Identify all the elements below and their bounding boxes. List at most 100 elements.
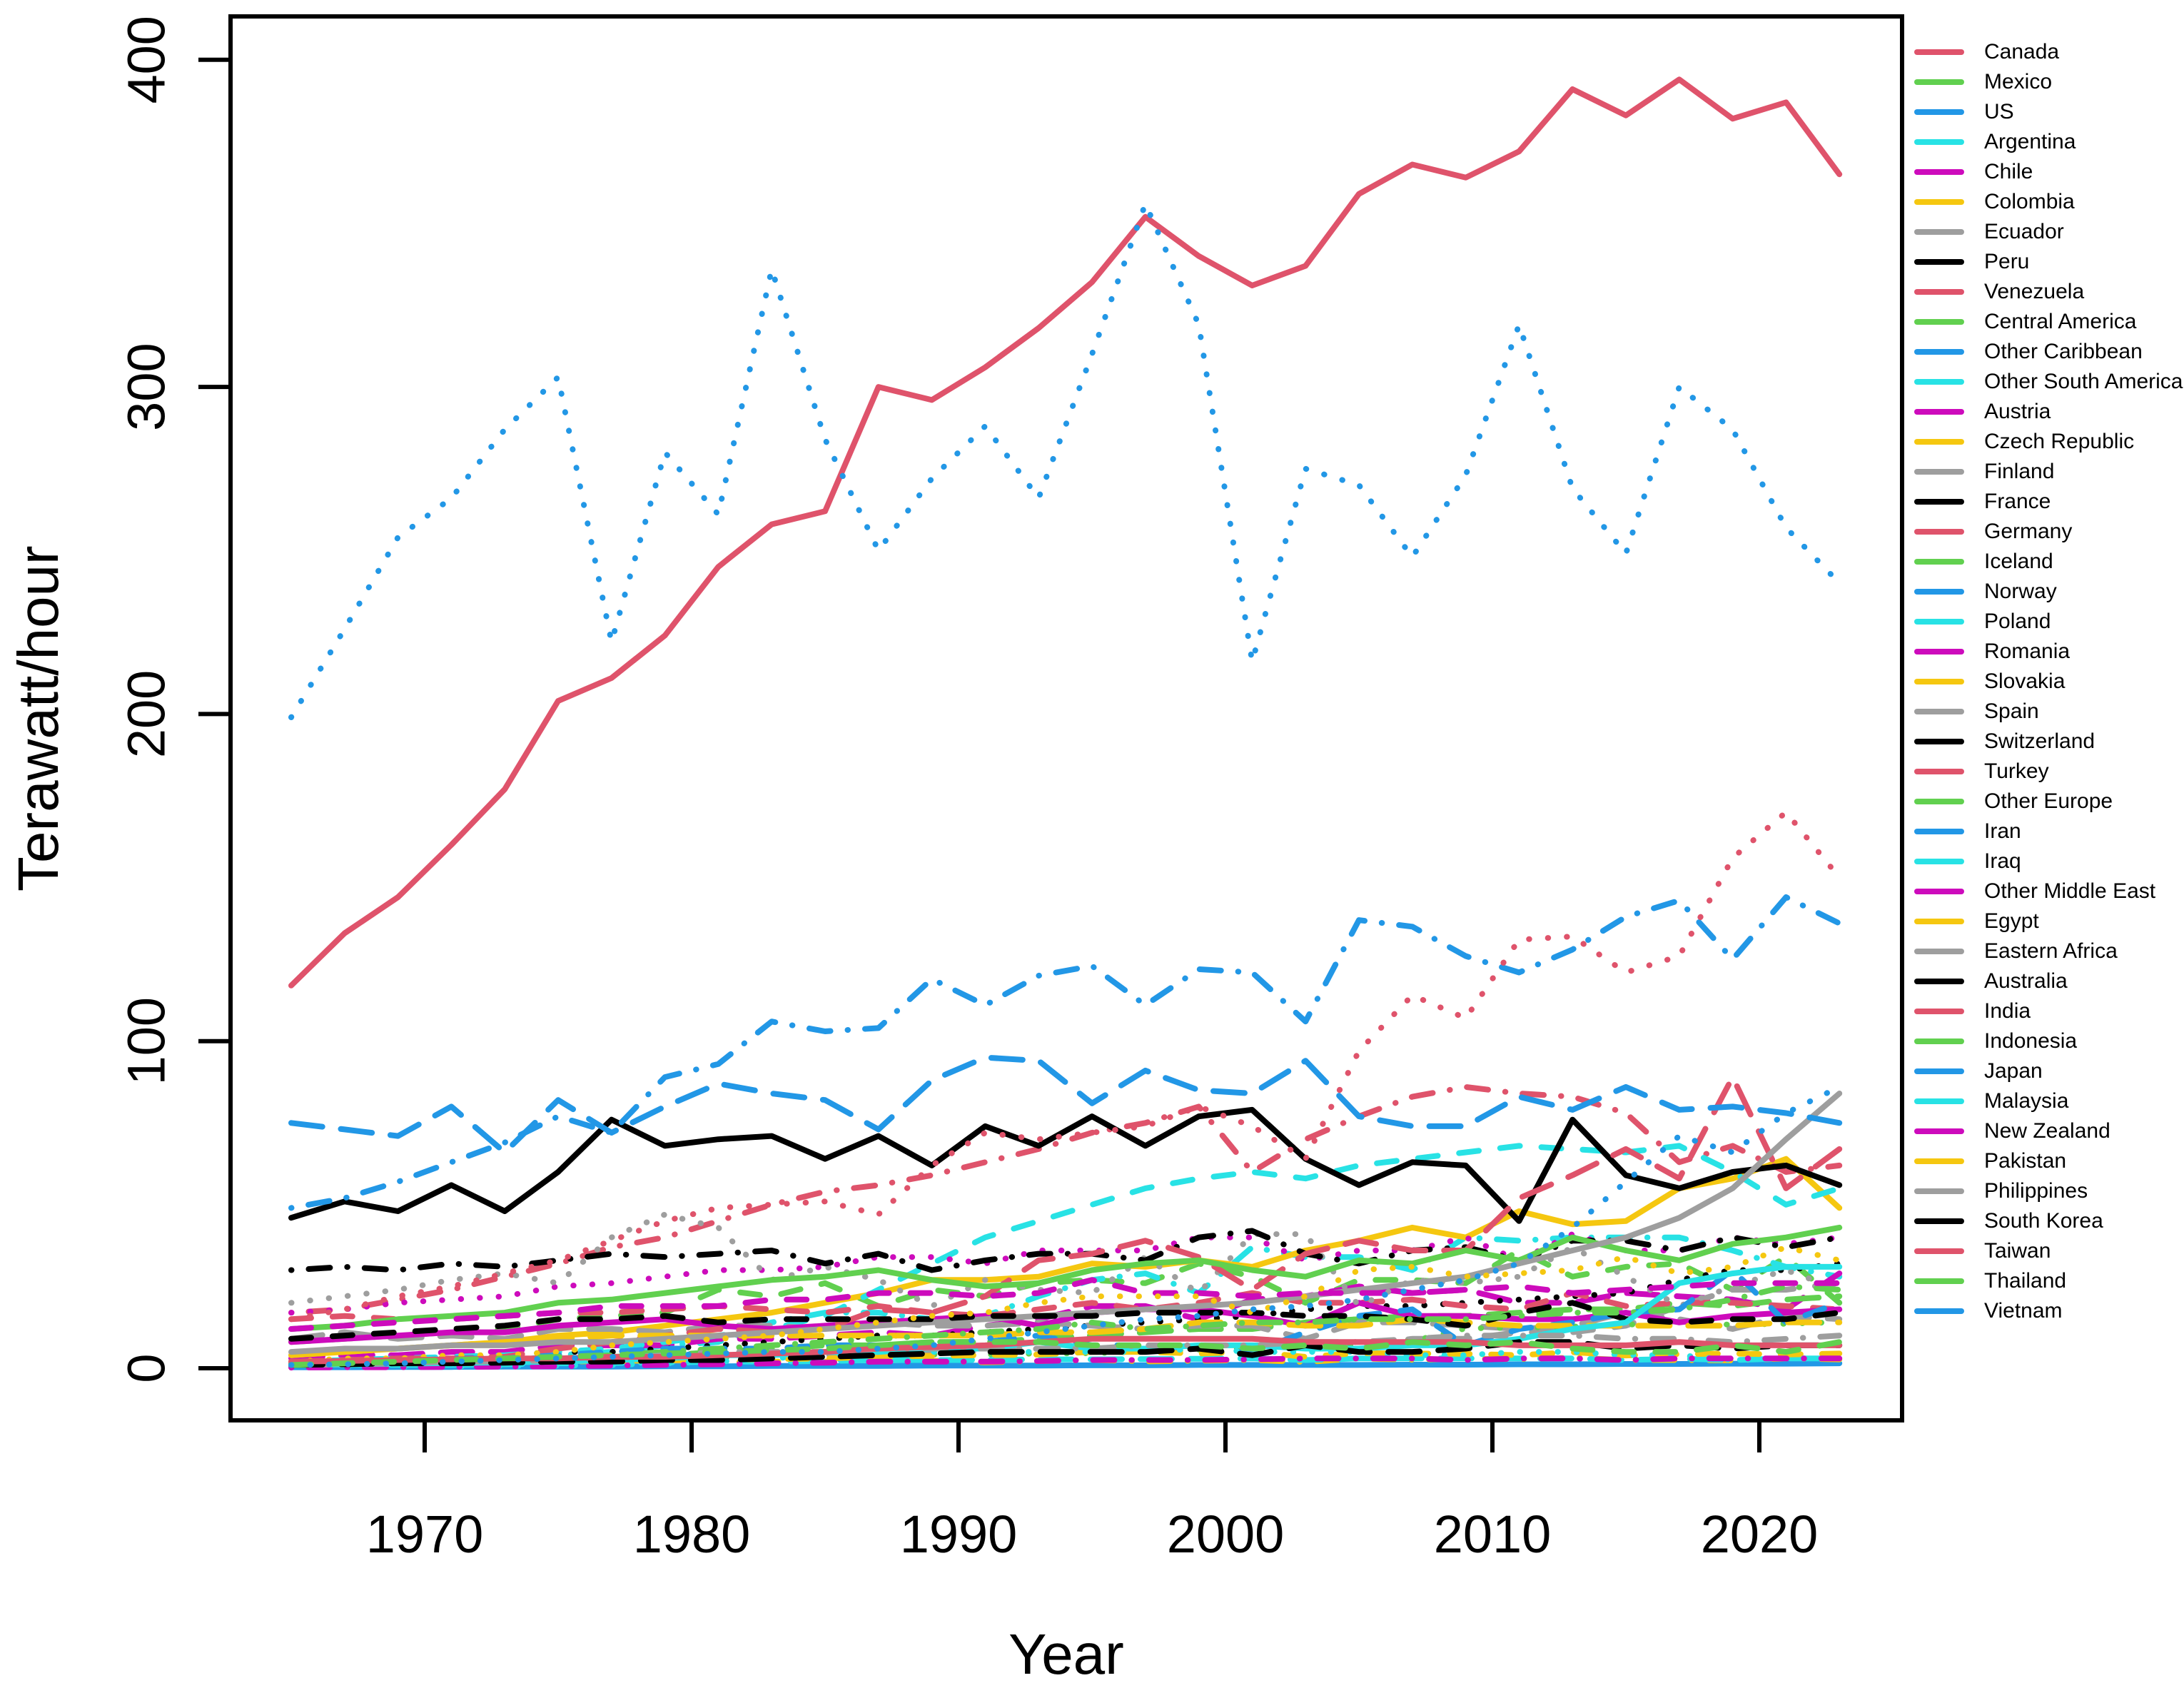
legend-item: Czech Republic	[1914, 427, 2180, 457]
legend-label: Switzerland	[1984, 729, 2095, 753]
legend-label: Turkey	[1984, 759, 2049, 783]
legend-item: Canada	[1914, 37, 2180, 67]
x-tick-label: 1980	[633, 1505, 751, 1564]
legend-swatch-line	[1914, 1248, 1964, 1254]
legend-label: Slovakia	[1984, 669, 2066, 693]
series-line-other-middle-east	[288, 1355, 1843, 1371]
series-line-turkey	[288, 1074, 1843, 1365]
legend-item: Indonesia	[1914, 1026, 2180, 1056]
legend-label: Iraq	[1984, 849, 2021, 873]
series-line-vietnam	[288, 1083, 1843, 1368]
legend-swatch-line	[1914, 379, 1964, 385]
legend-label: Mexico	[1984, 70, 2053, 94]
y-tick-label: 200	[117, 670, 176, 758]
series-line-other-europe	[288, 1224, 1843, 1332]
series-line-thailand	[288, 1339, 1843, 1368]
legend-swatch-line	[1914, 259, 1964, 265]
legend-label: Other Caribbean	[1984, 340, 2143, 363]
legend-label: Peru	[1984, 250, 2030, 273]
legend-item: Switzerland	[1914, 727, 2180, 757]
legend-label: Thailand	[1984, 1269, 2067, 1293]
legend-label: Colombia	[1984, 190, 2075, 213]
x-axis-title: Year	[1008, 1622, 1124, 1686]
series-line-japan	[288, 1054, 1843, 1156]
legend-item: Central America	[1914, 307, 2180, 337]
legend-item: Vietnam	[1914, 1296, 2180, 1326]
legend-label: India	[1984, 999, 2031, 1023]
y-axis-title: Terawatt/hour	[6, 545, 70, 891]
legend-label: Central America	[1984, 310, 2137, 333]
legend-label: Japan	[1984, 1059, 2043, 1083]
legend-item: Colombia	[1914, 187, 2180, 217]
legend-label: Pakistan	[1984, 1149, 2067, 1173]
series-line-norway	[288, 894, 1843, 1211]
legend-item: Finland	[1914, 457, 2180, 487]
legend-swatch-line	[1914, 559, 1964, 565]
legend-swatch-line	[1914, 739, 1964, 744]
y-tick-label: 300	[117, 343, 176, 430]
legend-label: Poland	[1984, 610, 2051, 633]
legend-item: Other Europe	[1914, 787, 2180, 817]
legend-label: Romania	[1984, 640, 2071, 663]
series-line-canada	[288, 76, 1843, 989]
legend-label: Ecuador	[1984, 220, 2064, 243]
y-tick-label: 0	[117, 1353, 176, 1383]
series-line-finland	[288, 1310, 1843, 1342]
x-tick-label: 1990	[900, 1505, 1018, 1564]
legend-item: Venezuela	[1914, 277, 2180, 307]
legend-item: Philippines	[1914, 1176, 2180, 1206]
legend-item: Egypt	[1914, 906, 2180, 936]
legend-swatch-line	[1914, 1009, 1964, 1014]
series-line-australia	[288, 1300, 1843, 1342]
legend-label: Norway	[1984, 580, 2057, 603]
legend-swatch-line	[1914, 439, 1964, 445]
legend-swatch-line	[1914, 349, 1964, 355]
legend-label: Iran	[1984, 819, 2021, 843]
legend-label: Other Europe	[1984, 789, 2113, 813]
legend-swatch-line	[1914, 619, 1964, 625]
legend-swatch-line	[1914, 889, 1964, 894]
legend-label: Chile	[1984, 160, 2033, 183]
legend-item: Argentina	[1914, 127, 2180, 157]
legend-item: Spain	[1914, 697, 2180, 727]
x-tick-label: 2020	[1701, 1505, 1819, 1564]
legend-label: Taiwan	[1984, 1239, 2051, 1263]
legend-label: Other Middle East	[1984, 879, 2156, 903]
legend-swatch-line	[1914, 709, 1964, 714]
x-tick-label: 1970	[366, 1505, 484, 1564]
legend-label: Iceland	[1984, 550, 2053, 573]
legend-swatch-line	[1914, 919, 1964, 924]
legend-swatch-line	[1914, 409, 1964, 415]
legend-item: Japan	[1914, 1056, 2180, 1086]
legend-label: Canada	[1984, 40, 2060, 64]
legend-item: Other South America	[1914, 367, 2183, 397]
legend-label: South Korea	[1984, 1209, 2103, 1233]
legend-label: US	[1984, 100, 2014, 123]
legend-swatch-line	[1914, 49, 1964, 55]
legend-swatch-line	[1914, 799, 1964, 804]
legend-item: Germany	[1914, 517, 2180, 547]
legend-item: US	[1914, 97, 2180, 127]
legend-swatch-line	[1914, 1038, 1964, 1044]
legend-swatch-line	[1914, 1068, 1964, 1074]
legend-item: India	[1914, 996, 2180, 1026]
legend-swatch-line	[1914, 139, 1964, 145]
legend-swatch-line	[1914, 829, 1964, 834]
series-line-venezuela	[288, 1083, 1843, 1316]
x-tick-label: 2000	[1167, 1505, 1285, 1564]
x-tick-label: 2010	[1434, 1505, 1552, 1564]
legend-label: Eastern Africa	[1984, 939, 2118, 963]
legend-swatch-line	[1914, 1218, 1964, 1224]
legend-label: Australia	[1984, 969, 2068, 993]
y-tick-label: 100	[117, 997, 176, 1085]
legend-item: Eastern Africa	[1914, 936, 2180, 966]
series-line-france	[288, 1106, 1843, 1224]
legend-swatch-line	[1914, 169, 1964, 175]
legend-swatch-line	[1914, 1098, 1964, 1104]
legend-label: Malaysia	[1984, 1089, 2069, 1113]
legend-label: Germany	[1984, 520, 2073, 543]
legend-item: Other Caribbean	[1914, 337, 2180, 367]
series-line-south-korea	[288, 1339, 1843, 1368]
